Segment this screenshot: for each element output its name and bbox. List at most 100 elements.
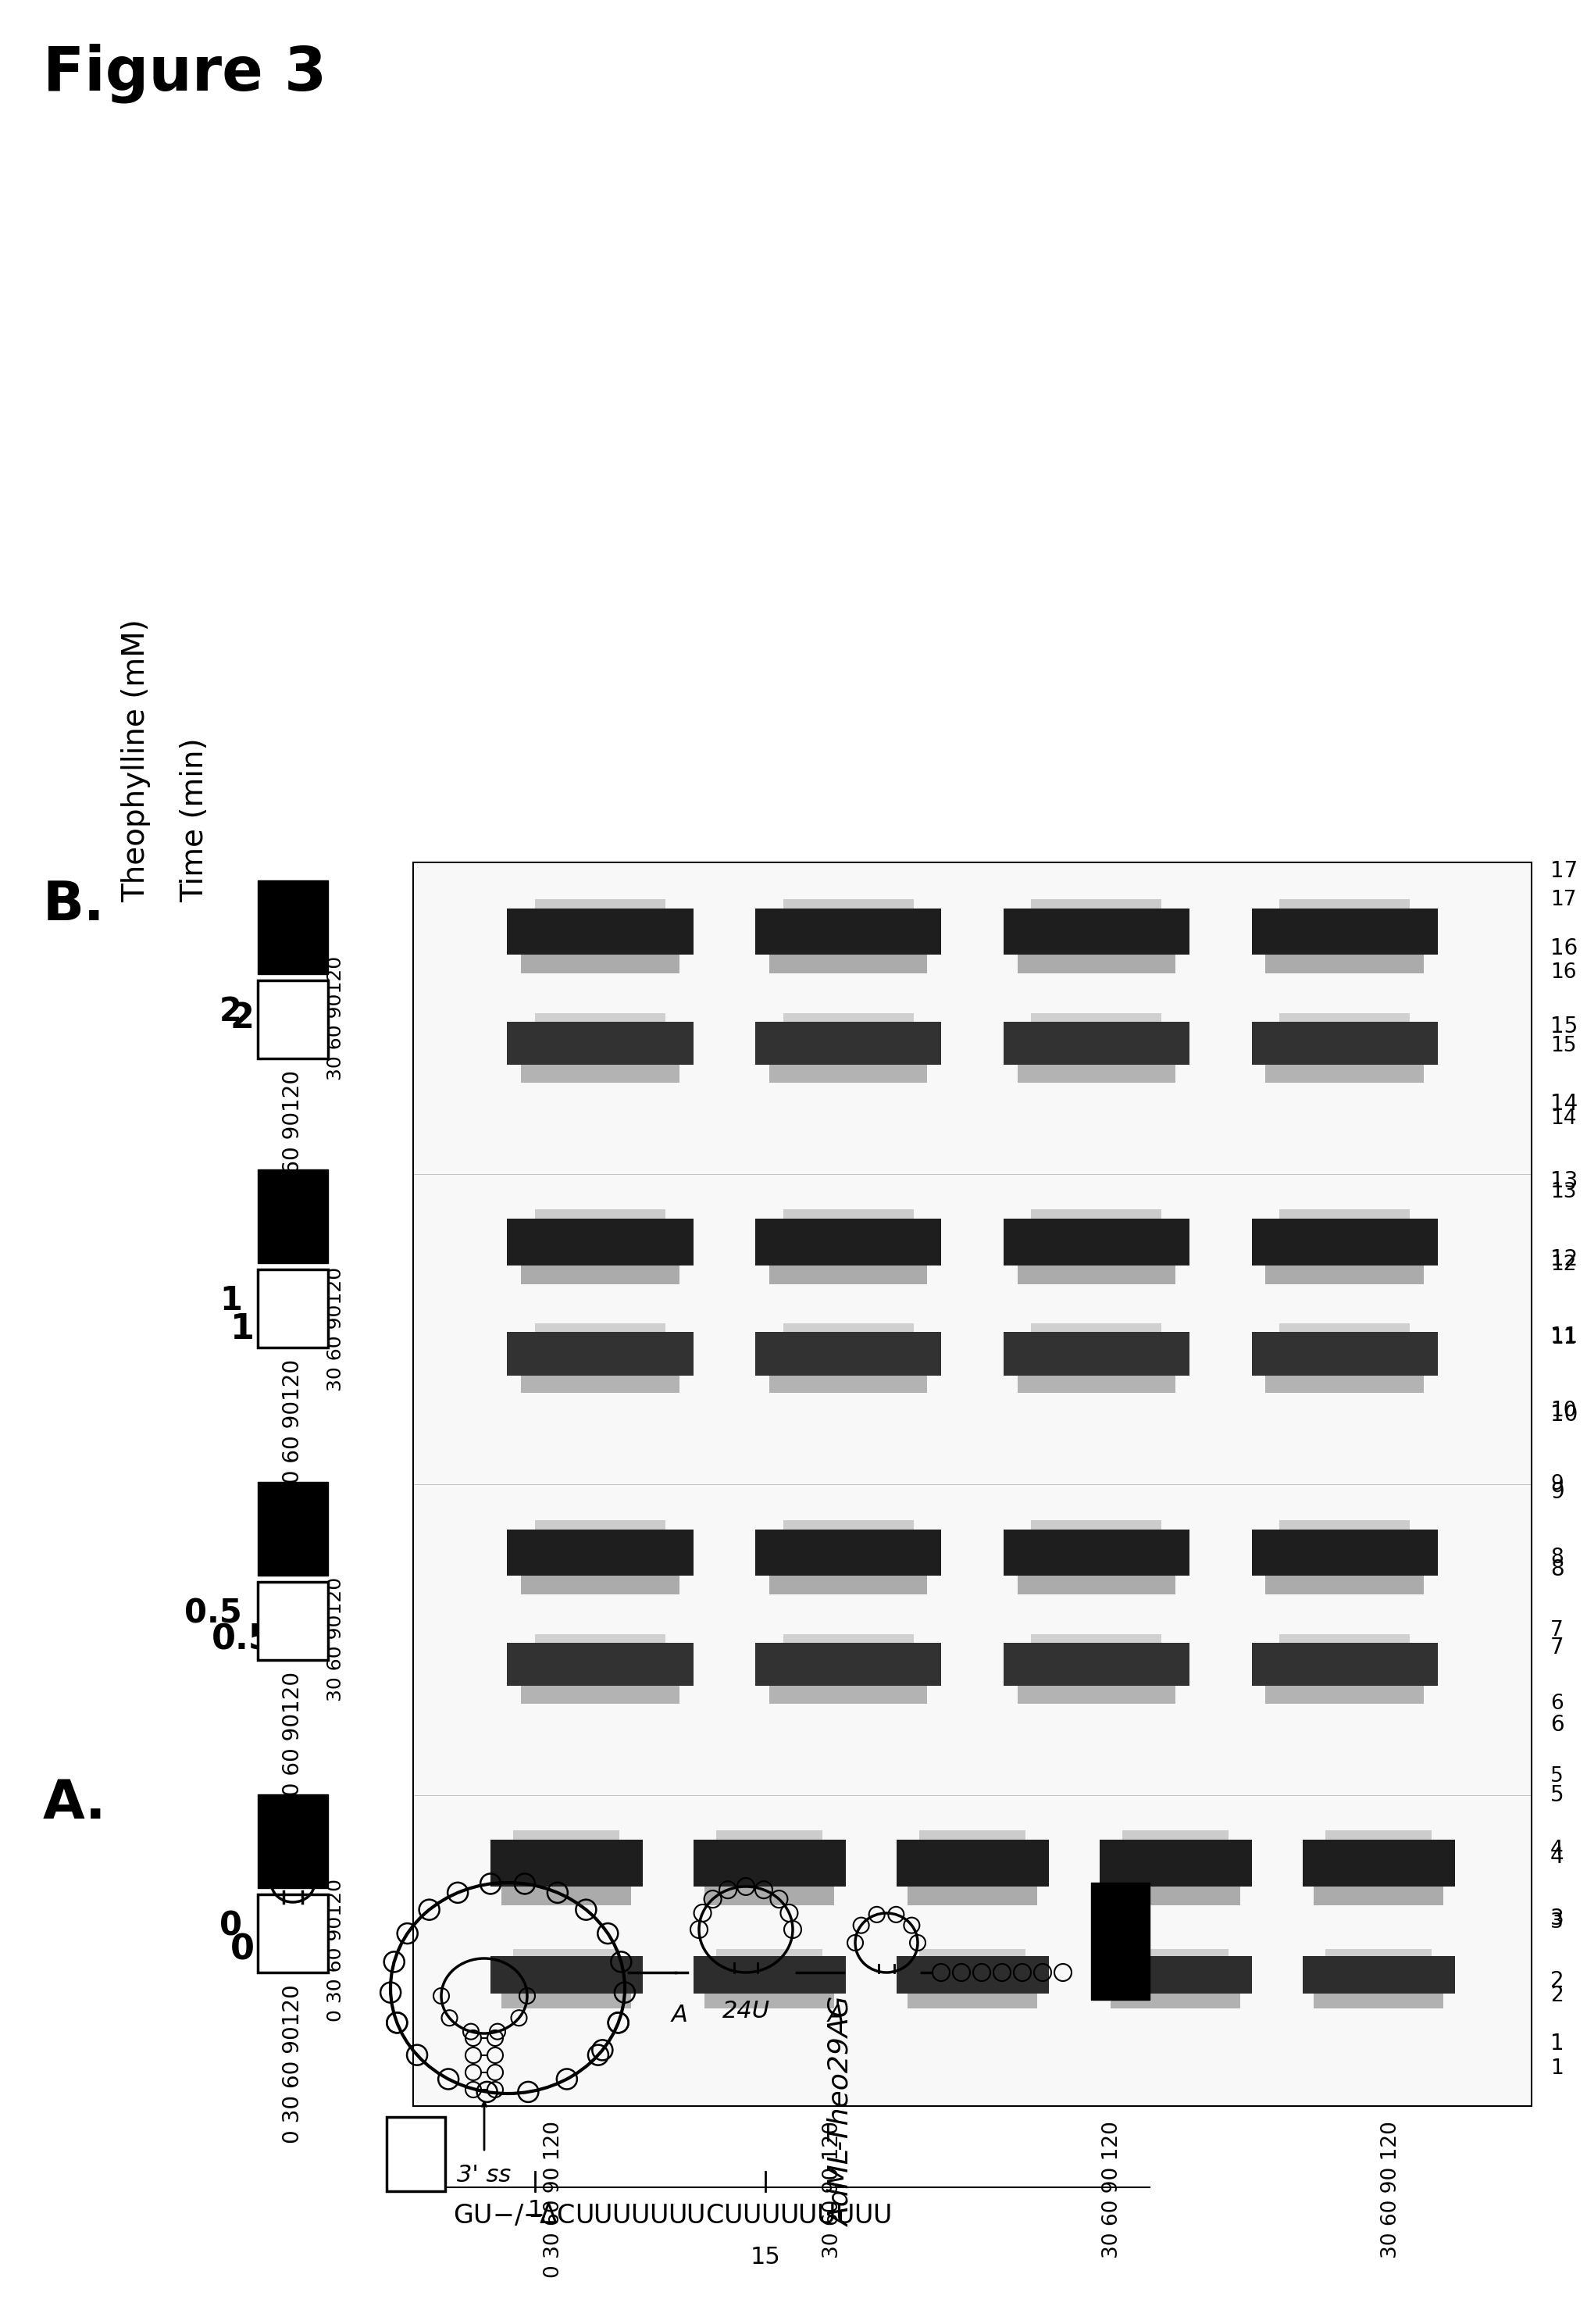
- Bar: [535, 1520, 665, 1529]
- Text: 3: 3: [1550, 1908, 1565, 1929]
- Bar: [919, 1831, 1025, 1841]
- Text: 10: 10: [1550, 1401, 1576, 1422]
- Text: 2: 2: [1550, 1971, 1565, 1992]
- Bar: [1111, 1994, 1239, 2008]
- Bar: [1265, 1064, 1424, 1083]
- Text: 3: 3: [1550, 1913, 1563, 1934]
- Text: 3' ss: 3' ss: [457, 2164, 511, 2187]
- Bar: [501, 1994, 632, 2008]
- Text: 0 30 60 90 120: 0 30 60 90 120: [543, 2122, 563, 2278]
- Text: 11: 11: [1550, 1325, 1577, 1348]
- Bar: [387, 2117, 446, 2192]
- Text: GU$-$/$-$: GU$-$/$-$: [452, 2203, 543, 2229]
- Text: Figure 3: Figure 3: [43, 42, 327, 102]
- Text: 1: 1: [230, 1313, 254, 1346]
- Text: 0: 0: [230, 1934, 254, 1966]
- Bar: [257, 1583, 329, 1659]
- Bar: [755, 1218, 941, 1264]
- Text: 6: 6: [1550, 1715, 1565, 1736]
- Text: 30 60 90120: 30 60 90120: [327, 1578, 346, 1701]
- Bar: [1100, 1841, 1252, 1887]
- Bar: [755, 909, 941, 955]
- Text: 4: 4: [1550, 1838, 1563, 1859]
- Text: 0 30 60 90120: 0 30 60 90120: [327, 1878, 346, 2022]
- Bar: [535, 1208, 665, 1218]
- Text: 2: 2: [1550, 1985, 1563, 2006]
- Bar: [535, 1634, 665, 1643]
- Text: 2: 2: [230, 1002, 254, 1034]
- Bar: [521, 955, 679, 974]
- Bar: [1325, 1831, 1431, 1841]
- Text: 1: 1: [219, 1285, 243, 1318]
- Bar: [755, 1529, 941, 1576]
- Text: 2: 2: [219, 995, 243, 1027]
- Bar: [1303, 1957, 1455, 1994]
- Text: $\Delta$CUUUUUUUCUUUUUUUUU: $\Delta$CUUUUUUUCUUUUUUUUU: [540, 2203, 890, 2229]
- Bar: [1279, 1208, 1409, 1218]
- Bar: [257, 1483, 329, 1576]
- Text: 15: 15: [1550, 1037, 1576, 1055]
- Bar: [705, 1887, 835, 1906]
- Text: 15: 15: [751, 2245, 781, 2268]
- Bar: [1017, 1264, 1176, 1283]
- Text: 15: 15: [1550, 1016, 1577, 1037]
- Text: 6: 6: [1550, 1694, 1563, 1713]
- Text: 7: 7: [1550, 1620, 1563, 1641]
- Bar: [782, 1322, 914, 1332]
- Bar: [1122, 1950, 1228, 1957]
- Bar: [1003, 1218, 1190, 1264]
- Bar: [1003, 909, 1190, 955]
- Bar: [755, 1332, 941, 1376]
- Bar: [1252, 1023, 1438, 1064]
- Bar: [770, 1064, 927, 1083]
- Bar: [535, 1322, 665, 1332]
- Text: 9: 9: [1550, 1473, 1563, 1494]
- Text: 1: 1: [1550, 2059, 1563, 2080]
- Bar: [1314, 1994, 1443, 2008]
- Text: 30 60 90 120: 30 60 90 120: [1101, 2122, 1122, 2259]
- Bar: [1279, 1322, 1409, 1332]
- Bar: [919, 1950, 1025, 1957]
- Text: 7: 7: [1550, 1636, 1565, 1659]
- Text: 0: 0: [219, 1910, 243, 1943]
- Bar: [1252, 1643, 1438, 1687]
- Bar: [755, 1023, 941, 1064]
- Bar: [1265, 955, 1424, 974]
- Text: Theophylline (mM): Theophylline (mM): [121, 618, 151, 902]
- Bar: [1017, 1064, 1176, 1083]
- Bar: [1003, 1529, 1190, 1576]
- Bar: [513, 1831, 619, 1841]
- Text: 30 60 90120: 30 60 90120: [327, 1267, 346, 1392]
- Bar: [1032, 1208, 1162, 1218]
- Bar: [908, 1994, 1036, 2008]
- Text: AdML-Theo29AG: AdML-Theo29AG: [828, 1996, 854, 2226]
- Bar: [506, 909, 694, 955]
- Bar: [694, 1841, 846, 1887]
- Text: 30 60 90 120: 30 60 90 120: [1381, 2122, 1401, 2259]
- Bar: [1279, 899, 1409, 909]
- Bar: [1265, 1376, 1424, 1392]
- Text: 30 60 90120: 30 60 90120: [282, 1360, 303, 1497]
- Text: 0.5: 0.5: [211, 1622, 273, 1657]
- Bar: [1265, 1576, 1424, 1594]
- Bar: [755, 1643, 941, 1687]
- Bar: [1003, 1023, 1190, 1064]
- Text: 17: 17: [1550, 860, 1577, 881]
- Bar: [1017, 955, 1176, 974]
- Bar: [1017, 1576, 1176, 1594]
- Bar: [501, 1887, 632, 1906]
- Text: 30 60 90120: 30 60 90120: [282, 1071, 303, 1208]
- Bar: [1252, 909, 1438, 955]
- Bar: [257, 1169, 329, 1264]
- Bar: [506, 1023, 694, 1064]
- Bar: [490, 1957, 643, 1994]
- Bar: [521, 1064, 679, 1083]
- Bar: [1252, 1332, 1438, 1376]
- Bar: [782, 1013, 914, 1023]
- Bar: [506, 1218, 694, 1264]
- Text: 1: 1: [527, 2199, 543, 2222]
- Text: 11: 11: [1550, 1327, 1576, 1348]
- Bar: [1017, 1376, 1176, 1392]
- Bar: [521, 1687, 679, 1703]
- Text: 1: 1: [1550, 2031, 1565, 2054]
